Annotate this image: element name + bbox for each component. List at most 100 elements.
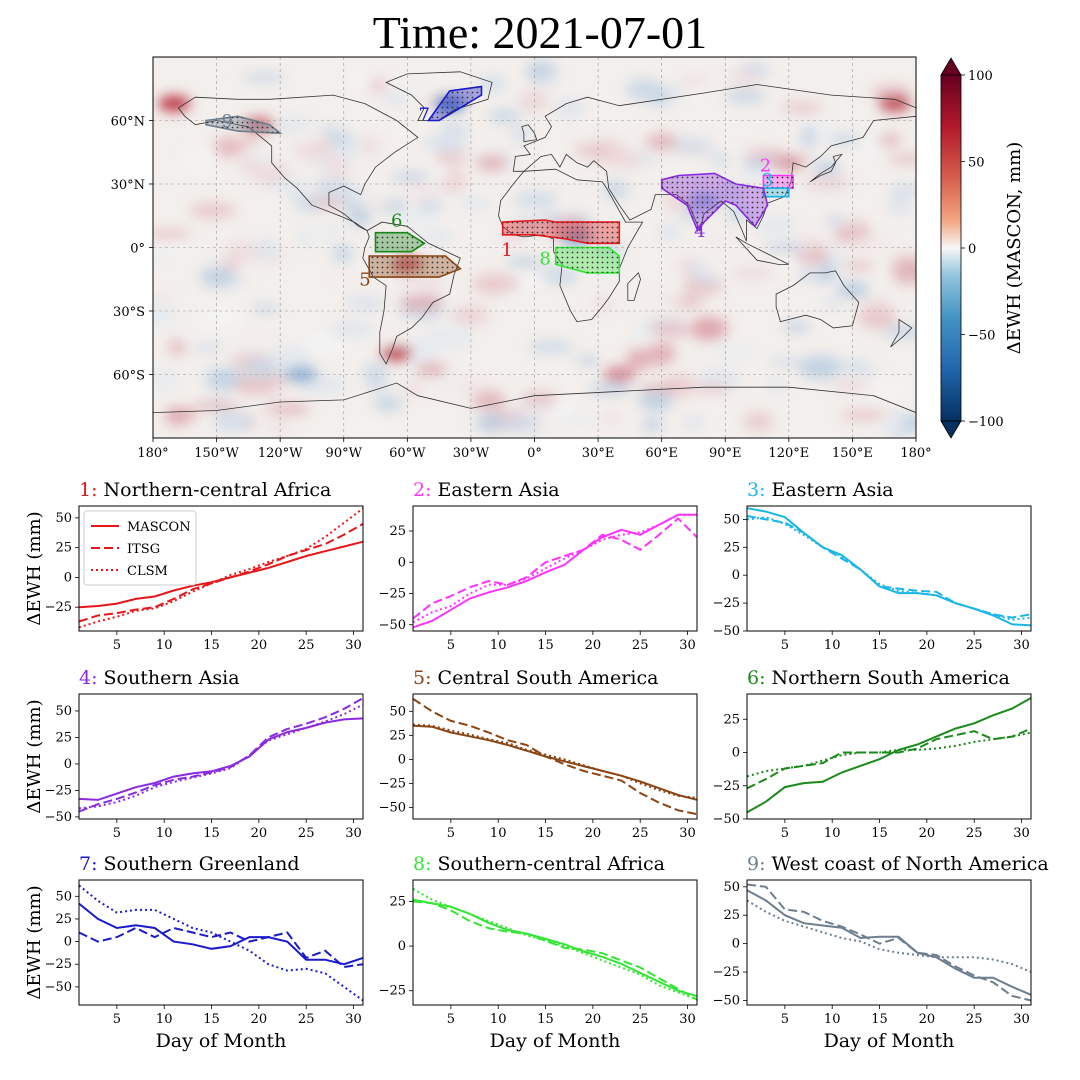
x-tick-label: 20 [919,826,936,841]
x-tick-label: 5 [781,1012,789,1027]
anomaly-blob [403,179,444,202]
anomaly-blob [349,420,390,434]
x-tick-label: 10 [824,638,841,653]
anomaly-blob [840,409,888,421]
x-axis-label: Day of Month [156,1030,287,1052]
region-6-label: 6 [391,210,402,231]
anomaly-blob [168,338,185,356]
panel-title: 1: Northern-central Africa [79,479,331,501]
region-4-stipple [661,173,768,231]
panel-frame [412,693,698,820]
series-clsm-line [746,899,1032,973]
x-tick-label: 30 [1013,638,1030,653]
region-7-stipple [428,86,482,121]
colorbar-ramp [940,74,962,422]
y-tick-label: 25 [389,894,406,909]
panel-2: 2: Eastern Asia 5 10 15 20 25 30 25 0 −25 −50 [379,479,698,653]
lat-tick-label: 60°N [111,115,145,130]
x-tick-label: 20 [585,1012,602,1027]
panel-frame [412,879,698,1006]
lon-tick-label: 30°E [582,446,615,461]
panel-frame [746,879,1032,1006]
y-tick-label: 25 [389,524,406,539]
y-tick-label: 0 [64,935,72,950]
anomaly-blob [401,385,424,395]
panel-title-text: Northern South America [772,667,1010,689]
y-tick-label: 0 [398,555,406,570]
panel-title: 2: Eastern Asia [413,479,560,501]
anomaly-blob [212,411,254,432]
lon-tick-label: 60°W [389,446,426,461]
anomaly-blob [488,108,521,124]
lat-tick-label: 60°S [113,369,145,384]
x-tick-label: 25 [298,638,315,653]
series-itsg-line [78,523,364,623]
anomaly-blob [887,191,912,215]
anomaly-blob [843,260,874,271]
anomaly-blob [753,215,796,236]
anomaly-blob [694,273,722,285]
y-tick-label: 0 [64,757,72,772]
lon-tick-label: 150°W [194,446,239,461]
x-tick-label: 5 [113,826,121,841]
coastline-new-zealand [890,318,913,348]
region-7-label: 7 [419,105,430,126]
anomaly-blob [371,334,406,346]
lat-tick-label: 30°N [111,178,145,193]
y-tick-label: 50 [55,889,72,904]
anomaly-blob [224,242,258,261]
anomaly-blob [781,101,823,114]
anomaly-hotspot [380,345,413,362]
anomaly-blob [393,210,438,228]
series-clsm-line [412,513,697,624]
anomaly-blob [805,266,822,278]
anomaly-blob [189,203,237,218]
anomaly-blob [783,321,811,333]
region-5-stipple [369,256,461,278]
coastline-antarctica [153,382,916,438]
anomaly-blob [325,130,353,146]
anomaly-blob [332,244,353,263]
anomaly-blob [521,391,557,407]
lon-tick-label: 60°E [645,446,678,461]
y-tick-label: 25 [55,912,72,927]
panel-1: 1: Northern-central Africa 5 10 15 20 25 30 50 2… [24,479,364,653]
y-tick-label: −25 [45,783,72,798]
x-tick-label: 25 [632,1012,649,1027]
x-tick-label: 25 [632,826,649,841]
x-tick-label: 30 [345,638,362,653]
coastline-australia [775,270,860,329]
panel-title-text: Eastern Asia [438,479,560,501]
x-tick-label: 5 [447,1012,455,1027]
panel-title-text: Central South America [438,667,659,689]
anomaly-blob [575,355,599,366]
x-tick-label: 20 [251,638,268,653]
anomaly-blob [882,325,916,339]
coastline-north-america [177,94,419,231]
panel-title: 9: West coast of North America [747,853,1049,875]
anomaly-blob [426,325,472,350]
y-tick-label: −25 [45,957,72,972]
anomaly-blob [346,295,386,312]
anomaly-blob [475,412,506,433]
panel-index: 8: [413,853,438,875]
anomaly-blob [878,133,902,147]
colorbar-min-extend [940,420,962,439]
series-clsm-line [746,516,1032,621]
series-clsm-line [78,884,364,1002]
y-tick-label: 25 [723,712,740,727]
anomaly-blob [846,236,888,250]
y-tick-label: −50 [713,993,740,1008]
anomaly-blob [179,326,213,344]
region-3-label: 3 [762,170,773,191]
x-tick-label: 10 [490,638,507,653]
y-tick-label: −50 [713,812,740,827]
y-axis-label: ΔEWH (mm) [24,885,45,999]
anomaly-blob [360,138,380,155]
x-tick-label: 15 [871,1012,888,1027]
anomaly-blob [638,390,673,411]
panel-index: 3: [747,479,772,501]
region-1-label: 1 [501,240,512,261]
